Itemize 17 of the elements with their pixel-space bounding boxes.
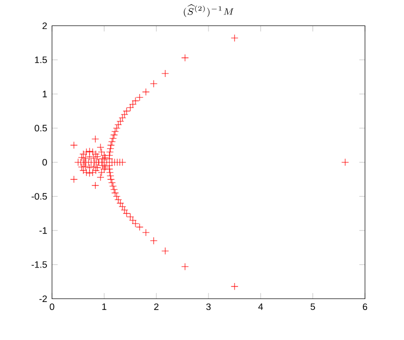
y-tick-label: -0.5 — [32, 193, 47, 200]
y-tick-label: -2 — [39, 296, 47, 302]
y-tick-label: 0.5 — [34, 124, 47, 132]
y-tick-label: 1.5 — [35, 56, 47, 64]
x-tick-label: 0 — [50, 304, 54, 310]
y-tick-label: 2 — [42, 22, 47, 30]
x-tick-label: 4 — [258, 304, 263, 310]
x-tick-label: 2 — [154, 304, 158, 310]
y-tick-label: -1.5 — [32, 261, 47, 268]
chart-title: $(\widehat{S}^{(2)})^{-1} M$ — [184, 4, 234, 18]
x-tick-label: 6 — [362, 304, 368, 310]
y-tick-label: -1 — [39, 227, 47, 234]
y-tick-label: 1 — [42, 90, 47, 98]
x-tick-label: 5 — [310, 304, 316, 310]
y-tick-label: 0 — [42, 159, 47, 166]
x-tick-label: 1 — [102, 304, 106, 310]
x-tick-label: 3 — [206, 304, 211, 310]
